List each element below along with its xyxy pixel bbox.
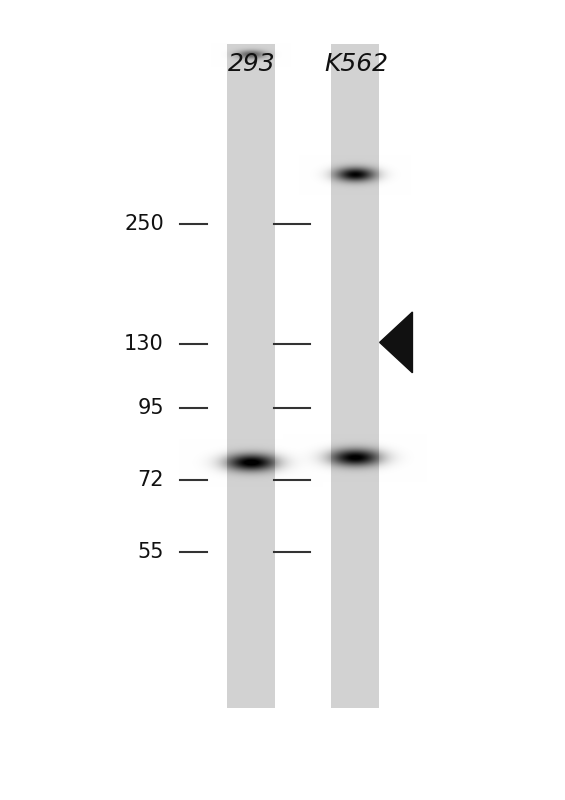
Text: 95: 95 xyxy=(137,398,164,418)
Text: K562: K562 xyxy=(324,52,388,76)
Text: 250: 250 xyxy=(124,214,164,234)
Polygon shape xyxy=(380,312,412,373)
Text: 72: 72 xyxy=(137,470,164,490)
Text: 293: 293 xyxy=(228,52,275,76)
Text: 130: 130 xyxy=(124,334,164,354)
Text: 55: 55 xyxy=(137,542,164,562)
